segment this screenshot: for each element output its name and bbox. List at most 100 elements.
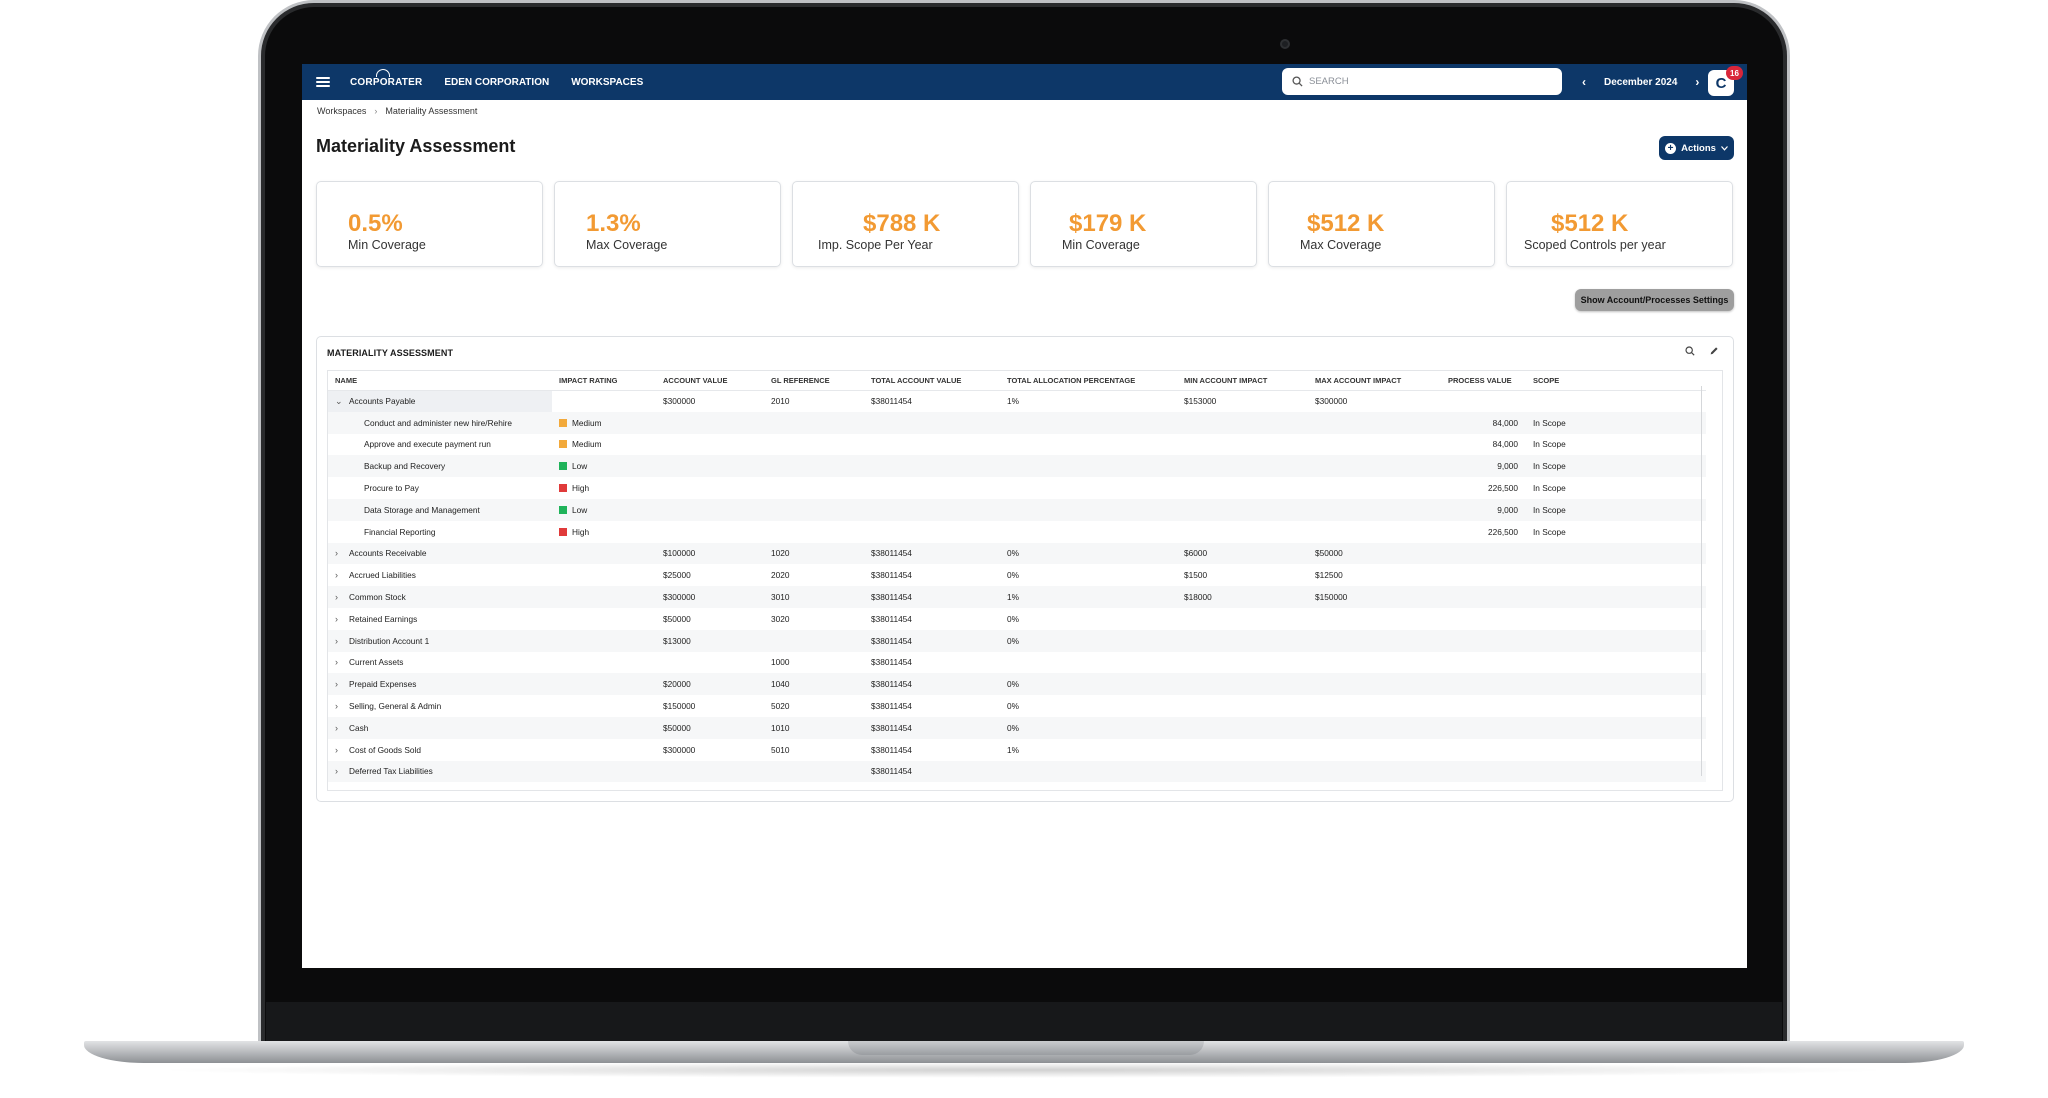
chevron-right-icon[interactable]: › [1695, 75, 1700, 89]
rating-swatch-icon [559, 527, 567, 536]
chevron-right-icon[interactable]: › [335, 766, 338, 777]
cell-impact-rating: Low [552, 455, 656, 478]
column-header-min-account-impact[interactable]: MIN ACCOUNT IMPACT [1177, 371, 1308, 391]
cell-total-account-value [864, 455, 1000, 478]
column-header-impact-rating[interactable]: IMPACT RATING [552, 371, 656, 391]
cell-max-account-impact [1308, 434, 1441, 456]
table-row[interactable]: › Cash $50000 1010 $38011454 0% [328, 716, 1706, 739]
column-header-process-value[interactable]: PROCESS VALUE [1441, 371, 1526, 391]
table-row[interactable]: Procure to Pay High 226,500 In Scope [328, 477, 1706, 499]
search-input[interactable]: SEARCH [1282, 68, 1562, 95]
column-header-account-value[interactable]: ACCOUNT VALUE [656, 371, 764, 391]
name-wrapper: Procure to Pay [335, 483, 552, 493]
cell-scope [1526, 390, 1706, 412]
name-wrapper: › Deferred Tax Liabilities [335, 766, 552, 776]
logo-mark-icon [376, 68, 390, 77]
row-name: Accounts Receivable [349, 548, 427, 559]
cell-total-allocation: 1% [1000, 586, 1177, 608]
table-row[interactable]: Backup and Recovery Low 9,000 In Scope [328, 455, 1706, 478]
table-row[interactable]: Approve and execute payment run Medium 84,… [328, 434, 1706, 456]
period-label[interactable]: December 2024 [1604, 76, 1678, 88]
chevron-right-icon[interactable]: › [335, 592, 338, 603]
cell-max-account-impact [1308, 411, 1441, 434]
cell-account-value: $300000 [663, 744, 696, 755]
cell-min-account-impact [1177, 498, 1308, 521]
table-row[interactable]: Conduct and administer new hire/Rehire Me… [328, 411, 1706, 434]
cell-gl-reference: 1000 [771, 657, 790, 668]
cell-total-account-value: $38011454 [871, 744, 912, 755]
chevron-right-icon[interactable]: › [335, 635, 338, 646]
cell-impact-rating [552, 652, 656, 674]
name-wrapper: Data Storage and Management [335, 505, 552, 515]
column-header-scope[interactable]: SCOPE [1526, 371, 1706, 391]
cell-gl-reference: 1040 [764, 673, 864, 696]
table-row[interactable]: › Selling, General & Admin $150000 5020 $380… [328, 695, 1706, 717]
vertical-scrollbar[interactable] [1701, 386, 1702, 776]
chevron-right-icon[interactable]: › [335, 613, 338, 624]
chevron-right-icon[interactable]: › [335, 570, 338, 581]
name-wrapper: Financial Reporting [335, 527, 552, 537]
cell-impact-rating [552, 739, 656, 761]
rating-swatch-icon [559, 462, 567, 471]
cell-min-account-impact [1177, 477, 1308, 499]
name-wrapper: › Current Assets [335, 657, 552, 667]
cell-max-account-impact [1308, 760, 1441, 783]
table-row[interactable]: › Retained Earnings $50000 3020 $38011454 0% [328, 608, 1706, 630]
corporater-logo[interactable]: CORPORATER [350, 68, 422, 88]
cell-account-value: $300000 [656, 586, 764, 608]
table-body: ⌄ Accounts Payable $300000 2010 $38011454 1% $… [328, 390, 1706, 783]
chevron-right-icon[interactable]: › [335, 701, 338, 712]
table-row[interactable]: › Prepaid Expenses $20000 1040 $38011454 0% [328, 673, 1706, 696]
hamburger-menu-icon[interactable] [316, 77, 330, 87]
table-row[interactable]: › Accrued Liabilities $25000 2020 $38011454 0… [328, 564, 1706, 586]
cell-total-allocation: 0% [1000, 629, 1177, 652]
row-name: Distribution Account 1 [349, 635, 430, 646]
chevron-down-icon[interactable]: ⌄ [335, 395, 343, 406]
chevron-right-icon[interactable]: › [335, 722, 338, 733]
cell-process-value: 84,000 [1441, 411, 1526, 434]
table-row[interactable]: › Distribution Account 1 $13000 $38011454 0% [328, 629, 1706, 652]
cell-max-account-impact [1308, 629, 1441, 652]
nav-eden-corporation[interactable]: EDEN CORPORATION [444, 76, 550, 88]
cell-name: › Retained Earnings [328, 608, 552, 630]
kpi-card: $512 K Scoped Controls per year [1506, 181, 1733, 267]
column-header-name[interactable]: NAME [328, 371, 552, 391]
cell-gl-reference [764, 760, 864, 783]
show-settings-button[interactable]: Show Account/Processes Settings [1575, 289, 1734, 311]
actions-button[interactable]: + Actions [1659, 136, 1734, 160]
table-row[interactable]: › Current Assets 1000 $38011454 [328, 652, 1706, 674]
edit-icon[interactable] [1709, 346, 1719, 356]
cell-gl-reference: 1010 [764, 716, 864, 739]
table-row[interactable]: › Accounts Receivable $100000 1020 $38011454… [328, 542, 1706, 565]
cell-total-account-value [864, 434, 1000, 456]
breadcrumb-workspaces[interactable]: Workspaces [317, 106, 367, 116]
name-wrapper: › Cash [335, 723, 552, 733]
column-header-total-allocation[interactable]: TOTAL ALLOCATION PERCENTAGE [1000, 371, 1177, 391]
laptop-notch [848, 1041, 1204, 1055]
column-header-max-account-impact[interactable]: MAX ACCOUNT IMPACT [1308, 371, 1441, 391]
table-row[interactable]: ⌄ Accounts Payable $300000 2010 $38011454 1% $… [328, 390, 1706, 412]
impact-rating: High [559, 527, 656, 537]
cell-gl-reference: 3010 [764, 586, 864, 608]
chevron-right-icon[interactable]: › [335, 657, 338, 668]
table-row[interactable]: › Deferred Tax Liabilities $38011454 [328, 760, 1706, 783]
cell-max-account-impact [1308, 608, 1441, 630]
chevron-right-icon[interactable]: › [335, 548, 338, 559]
column-header-total-account-value[interactable]: TOTAL ACCOUNT VALUE [864, 371, 1000, 391]
chevron-right-icon[interactable]: › [335, 744, 338, 755]
table-row[interactable]: Data Storage and Management Low 9,000 In Sc… [328, 498, 1706, 521]
cell-min-account-impact: $153000 [1184, 396, 1217, 407]
search-icon[interactable] [1685, 346, 1695, 356]
chevron-right-icon[interactable]: › [335, 679, 338, 690]
cell-min-account-impact: $1500 [1184, 570, 1208, 581]
table-row[interactable]: › Common Stock $300000 3010 $38011454 1% $1800… [328, 586, 1706, 608]
cell-gl-reference: 3020 [771, 613, 790, 624]
cell-min-account-impact [1177, 695, 1308, 717]
cell-scope: In Scope [1533, 483, 1566, 494]
chevron-left-icon[interactable]: ‹ [1582, 75, 1586, 89]
column-header-gl-reference[interactable]: GL REFERENCE [764, 371, 864, 391]
nav-workspaces[interactable]: WORKSPACES [571, 76, 644, 88]
table-row[interactable]: Financial Reporting High 226,500 In Scope [328, 521, 1706, 543]
table-row[interactable]: › Cost of Goods Sold $300000 5010 $38011454 1… [328, 739, 1706, 761]
cell-max-account-impact: $150000 [1308, 586, 1441, 608]
